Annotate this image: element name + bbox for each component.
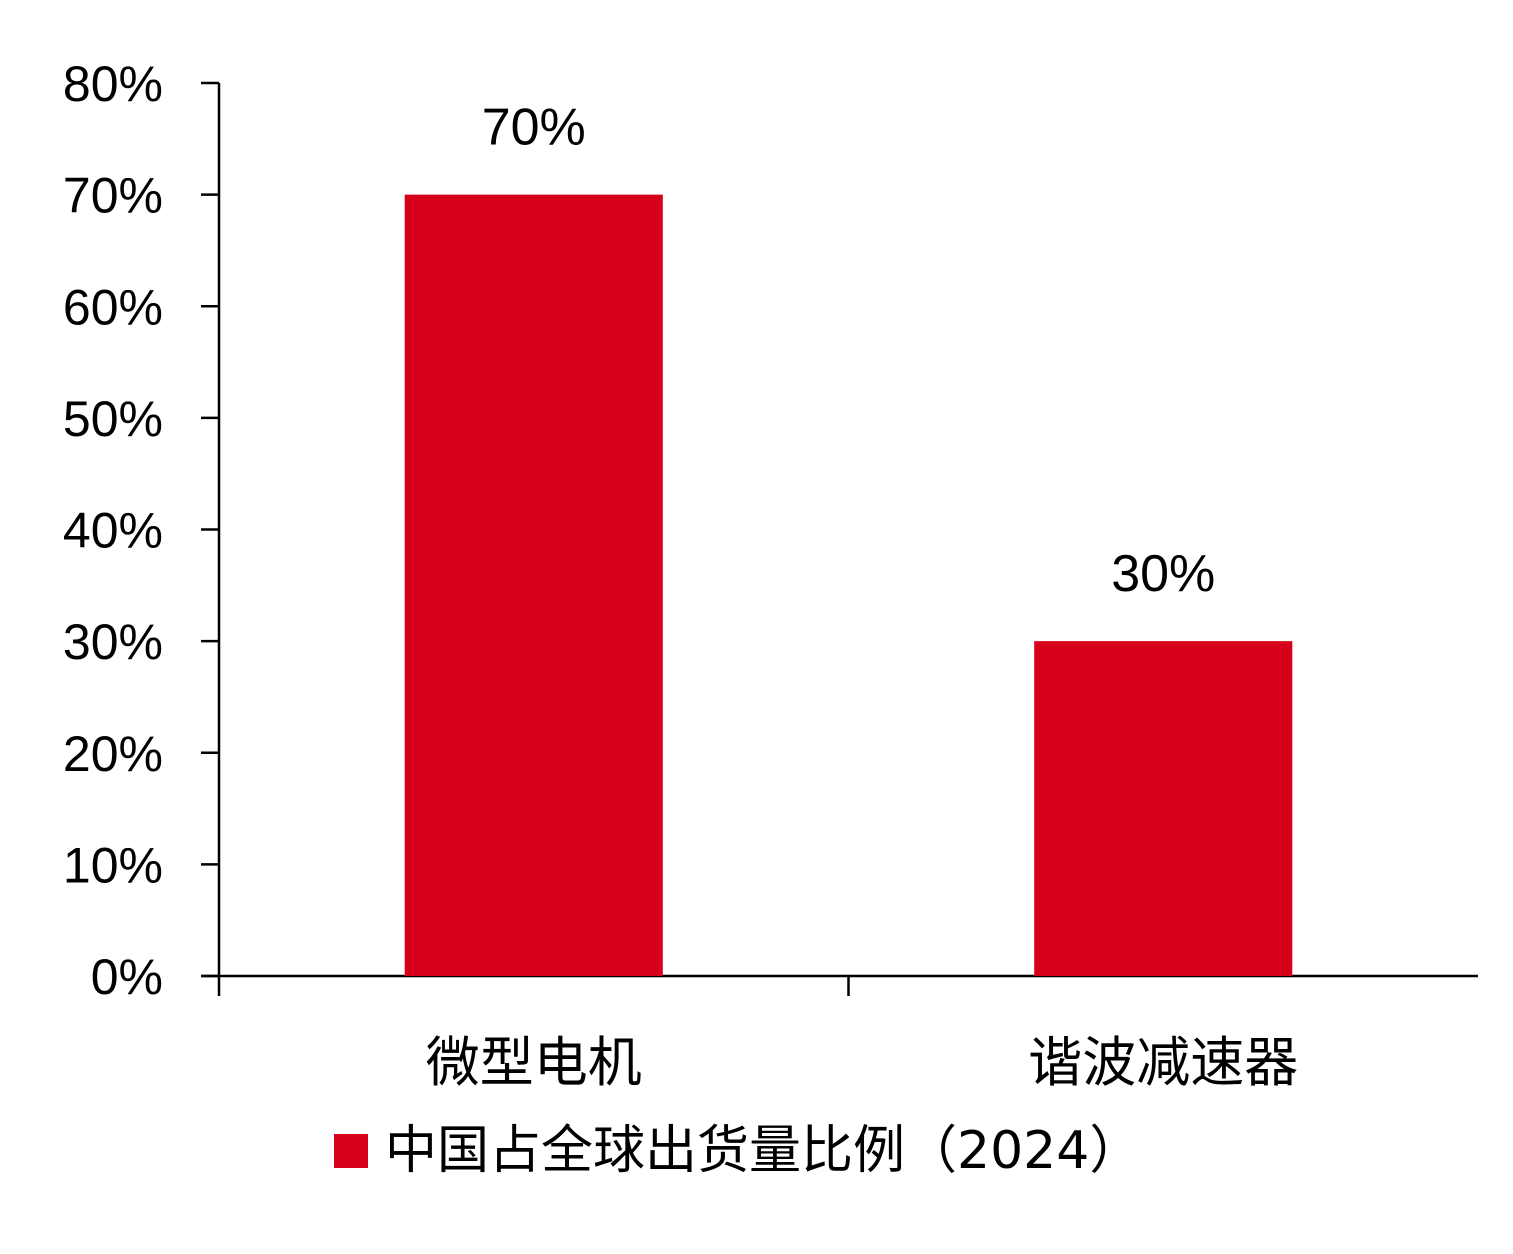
bar-series <box>404 194 1293 976</box>
y-tick-label: 70% <box>63 168 163 224</box>
data-label: 70% <box>482 99 586 157</box>
bar <box>404 194 663 976</box>
x-category-label: 微型电机 <box>426 1031 642 1094</box>
legend: 中国占全球出货量比例（2024） <box>334 1121 1141 1181</box>
data-label: 30% <box>1111 545 1215 603</box>
y-tick-label: 80% <box>63 56 163 112</box>
legend-swatch <box>334 1134 368 1168</box>
y-tick-label: 10% <box>63 837 163 893</box>
x-axis: 微型电机 谐波减速器 <box>201 974 1478 1094</box>
legend-label: 中国占全球出货量比例（2024） <box>385 1121 1141 1181</box>
y-tick-label: 30% <box>63 614 163 670</box>
y-tick-label: 40% <box>63 503 163 559</box>
y-tick-label: 60% <box>63 279 163 335</box>
y-tick-label: 0% <box>91 949 163 1005</box>
x-category-label: 谐波减速器 <box>1028 1031 1298 1094</box>
data-labels: 70% 30% <box>482 99 1216 604</box>
y-tick-label: 50% <box>63 391 163 447</box>
bar <box>1034 641 1293 976</box>
y-tick-label: 20% <box>63 726 163 782</box>
y-axis: 0% 10% 20% 30% 40% 50% 60% 70% 80% <box>63 56 221 1005</box>
